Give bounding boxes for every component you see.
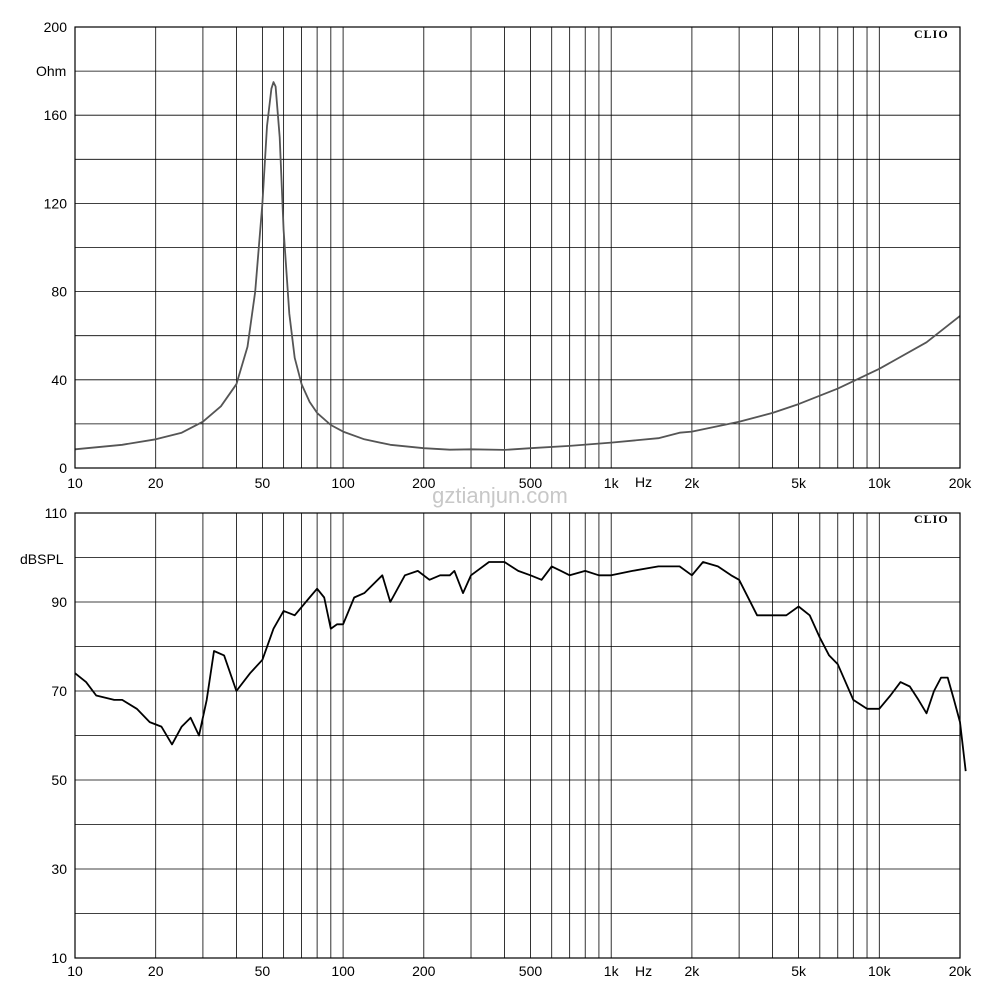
impedance-chart: 0 40 80 120 160 200 10 20 50 100 200 500 1k 2k 5k 10k 2… [36,19,972,491]
spl-x-tick-label: 20 [148,963,164,979]
spl-curve-group [74,561,967,772]
watermark: gztianjun.com [432,483,568,508]
spl-x-tick-label: 10k [868,963,892,979]
spl-y-tick-label: 90 [51,594,67,610]
spl-x-tick-labels: 10 20 50 100 200 500 1k 2k 5k 10k 20k [67,963,972,979]
impedance-x-tick-label: 10 [67,475,83,491]
spl-x-axis-unit: Hz [635,963,652,979]
impedance-frame [74,26,961,469]
impedance-x-tick-label: 10k [868,475,892,491]
impedance-y-axis-label: Ohm [36,63,66,79]
spl-y-tick-label: 10 [51,950,67,966]
spl-x-tick-label: 50 [255,963,271,979]
impedance-y-tick-labels: 0 40 80 120 160 200 [44,19,68,476]
impedance-x-tick-label: 20 [148,475,164,491]
spl-x-tick-label: 5k [791,963,807,979]
impedance-brand-label: CLIO [914,27,949,41]
spl-x-tick-label: 500 [519,963,543,979]
spl-grid [75,513,960,958]
spl-y-tick-label: 110 [45,505,68,521]
spl-x-tick-label: 100 [331,963,355,979]
impedance-x-tick-label: 100 [331,475,355,491]
spl-x-tick-label: 10 [67,963,83,979]
spl-chart: 10 30 50 70 90 110 10 20 50 100 200 500 1k 2k 5k 10k 20… [20,505,972,979]
impedance-y-tick-label: 160 [44,107,68,123]
spl-x-tick-label: 20k [949,963,973,979]
impedance-x-tick-label: 500 [519,475,543,491]
impedance-y-tick-label: 0 [59,460,67,476]
impedance-x-tick-label: 20k [949,475,973,491]
spl-y-tick-label: 30 [51,861,67,877]
impedance-y-tick-label: 120 [44,195,68,211]
impedance-curve [74,81,961,451]
spl-x-tick-label: 200 [412,963,436,979]
impedance-x-tick-label: 2k [685,475,701,491]
impedance-x-axis-unit: Hz [635,474,652,490]
spl-y-tick-label: 70 [51,683,67,699]
impedance-x-tick-label: 50 [255,475,271,491]
spl-y-axis-label: dBSPL [20,551,64,567]
impedance-y-tick-label: 200 [44,19,68,35]
spl-curve [74,561,967,772]
impedance-y-tick-label: 80 [51,284,67,300]
spl-frame [74,512,961,959]
impedance-x-tick-label: 1k [604,475,620,491]
spl-x-tick-label: 1k [604,963,620,979]
spl-y-tick-labels: 10 30 50 70 90 110 [45,505,68,966]
spl-y-tick-label: 50 [51,772,67,788]
impedance-x-tick-label: 200 [412,475,436,491]
impedance-x-tick-labels: 10 20 50 100 200 500 1k 2k 5k 10k 20k [67,475,972,491]
impedance-y-tick-label: 40 [51,372,67,388]
spl-brand-label: CLIO [914,512,949,526]
impedance-curve-group [74,81,961,451]
impedance-grid [75,27,960,468]
spl-x-tick-label: 2k [685,963,701,979]
impedance-x-tick-label: 5k [791,475,807,491]
